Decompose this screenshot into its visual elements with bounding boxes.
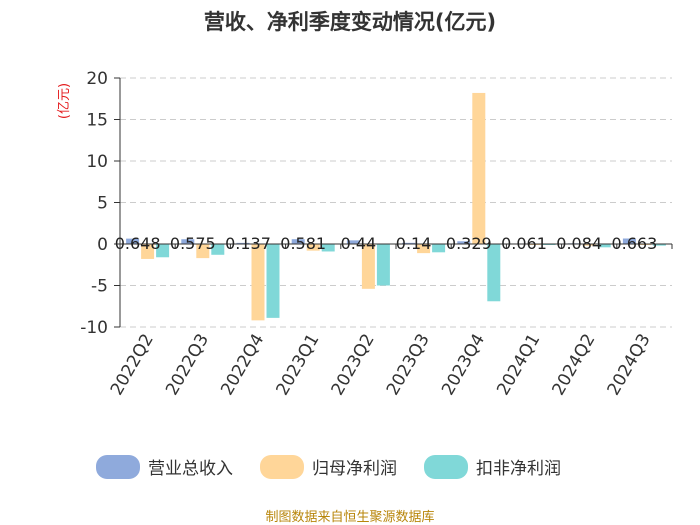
bar-3-2022Q4 bbox=[266, 244, 280, 318]
y-tick-label: 0 bbox=[97, 235, 108, 255]
revenue-value-label: 0.575 bbox=[170, 234, 216, 253]
bar-3-2023Q3 bbox=[432, 244, 446, 253]
revenue-value-label: 0.663 bbox=[611, 234, 657, 253]
y-tick-label: -5 bbox=[91, 277, 108, 297]
bar-2-2022Q4 bbox=[251, 244, 265, 321]
bar-3-2023Q1 bbox=[321, 244, 335, 252]
bar-1-2023Q1 bbox=[291, 239, 305, 244]
revenue-value-label: 0.329 bbox=[446, 234, 492, 253]
revenue-value-label: 0.14 bbox=[396, 234, 432, 253]
x-tick-label: 2024Q3 bbox=[604, 331, 655, 399]
legend-item-1[interactable]: 营业总收入 bbox=[96, 455, 233, 479]
legend-swatch bbox=[424, 455, 468, 479]
bar-1-2023Q3 bbox=[402, 242, 416, 244]
revenue-value-label: 0.061 bbox=[501, 234, 547, 253]
revenue-value-label: 0.44 bbox=[341, 234, 377, 253]
bar-2-2024Q2 bbox=[582, 244, 596, 246]
x-tick-label: 2023Q4 bbox=[438, 331, 489, 399]
value-labels: 0.648 0.575 0.137 0.581 0.44 0.14 0.329 0.061 0.… bbox=[115, 234, 658, 253]
bar-1-2023Q4 bbox=[457, 241, 471, 244]
y-axis-ticks: 20 15 10 5 0 -5 -10 bbox=[80, 69, 121, 338]
bars bbox=[126, 92, 666, 321]
chart-title: 营收、净利季度变动情况(亿元) bbox=[204, 10, 496, 34]
x-tick-label: 2022Q3 bbox=[162, 331, 213, 399]
legend-item-3[interactable]: 扣非净利润 bbox=[424, 455, 561, 479]
legend-item-2[interactable]: 归母净利润 bbox=[260, 455, 397, 479]
y-tick-label: 5 bbox=[97, 194, 108, 214]
x-tick-label: 2024Q1 bbox=[493, 331, 544, 399]
y-tick-label: 15 bbox=[86, 111, 108, 131]
legend-label: 营业总收入 bbox=[148, 459, 233, 479]
bar-3-2024Q2 bbox=[597, 244, 611, 248]
bar-1-2022Q3 bbox=[181, 239, 195, 244]
legend[interactable]: 营业总收入 归母净利润 扣非净利润 bbox=[96, 455, 561, 479]
bar-2-2022Q3 bbox=[196, 244, 210, 259]
revenue-value-label: 0.581 bbox=[280, 234, 326, 253]
bar-3-2023Q4 bbox=[487, 244, 501, 302]
revenue-value-label: 0.137 bbox=[225, 234, 271, 253]
legend-swatch bbox=[96, 455, 140, 479]
legend-label: 归母净利润 bbox=[312, 459, 397, 479]
x-tick-label: 2023Q1 bbox=[272, 331, 323, 399]
bar-3-2023Q2 bbox=[376, 244, 390, 286]
x-tick-label: 2022Q4 bbox=[217, 331, 268, 399]
bar-2-2023Q2 bbox=[361, 244, 375, 289]
y-tick-label: -10 bbox=[80, 318, 108, 338]
x-tick-label: 2022Q2 bbox=[107, 331, 158, 399]
bar-1-2022Q4 bbox=[236, 242, 250, 244]
legend-label: 扣非净利润 bbox=[476, 459, 561, 479]
y-axis-unit: (亿元) bbox=[57, 83, 72, 119]
bar-2-2023Q1 bbox=[306, 244, 320, 251]
source-footer: 制图数据来自恒生聚源数据库 bbox=[265, 509, 434, 525]
y-tick-label: 10 bbox=[86, 152, 108, 172]
bar-3-2022Q2 bbox=[156, 244, 170, 258]
revenue-value-label: 0.084 bbox=[556, 234, 602, 253]
bar-1-2024Q3 bbox=[622, 238, 636, 244]
legend-swatch bbox=[260, 455, 304, 479]
x-tick-label: 2023Q3 bbox=[383, 331, 434, 399]
bar-1-2022Q2 bbox=[126, 238, 140, 244]
bar-1-2023Q2 bbox=[346, 240, 360, 244]
bar-3-2024Q3 bbox=[652, 244, 666, 246]
bar-2-2023Q4 bbox=[472, 92, 486, 244]
revenue-value-label: 0.648 bbox=[115, 234, 161, 253]
y-tick-label: 20 bbox=[86, 69, 108, 89]
gridlines bbox=[120, 77, 672, 328]
bar-2-2023Q3 bbox=[417, 244, 431, 254]
bar-2-2022Q2 bbox=[141, 244, 155, 259]
bar-3-2022Q3 bbox=[211, 244, 225, 255]
x-tick-label: 2024Q2 bbox=[548, 331, 599, 399]
x-tick-label: 2023Q2 bbox=[328, 331, 379, 399]
